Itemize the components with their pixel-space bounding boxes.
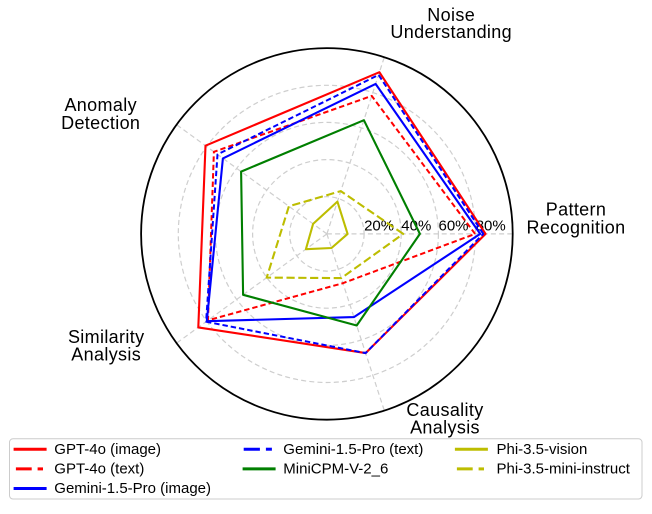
svg-text:GPT-4o (text): GPT-4o (text)	[54, 461, 144, 478]
svg-text:Recognition: Recognition	[527, 217, 626, 237]
svg-text:Gemini-1.5-Pro (text): Gemini-1.5-Pro (text)	[283, 441, 423, 458]
svg-text:Analysis: Analysis	[410, 418, 480, 438]
svg-text:Causality: Causality	[406, 400, 483, 420]
svg-text:Phi-3.5-mini-instruct: Phi-3.5-mini-instruct	[497, 461, 631, 478]
svg-text:MiniCPM-V-2_6: MiniCPM-V-2_6	[283, 461, 388, 478]
svg-text:Phi-3.5-vision: Phi-3.5-vision	[497, 441, 588, 458]
svg-text:Noise: Noise	[427, 5, 475, 25]
svg-text:Understanding: Understanding	[390, 22, 512, 42]
svg-text:Gemini-1.5-Pro (image): Gemini-1.5-Pro (image)	[54, 480, 211, 497]
svg-text:Detection: Detection	[61, 113, 140, 133]
svg-text:Analysis: Analysis	[71, 345, 141, 365]
svg-text:GPT-4o (image): GPT-4o (image)	[54, 441, 161, 458]
svg-text:20%: 20%	[364, 218, 394, 235]
svg-text:Similarity: Similarity	[68, 327, 145, 347]
svg-text:Pattern: Pattern	[546, 200, 606, 220]
svg-text:Anomaly: Anomaly	[64, 95, 136, 115]
svg-text:60%: 60%	[439, 218, 469, 235]
